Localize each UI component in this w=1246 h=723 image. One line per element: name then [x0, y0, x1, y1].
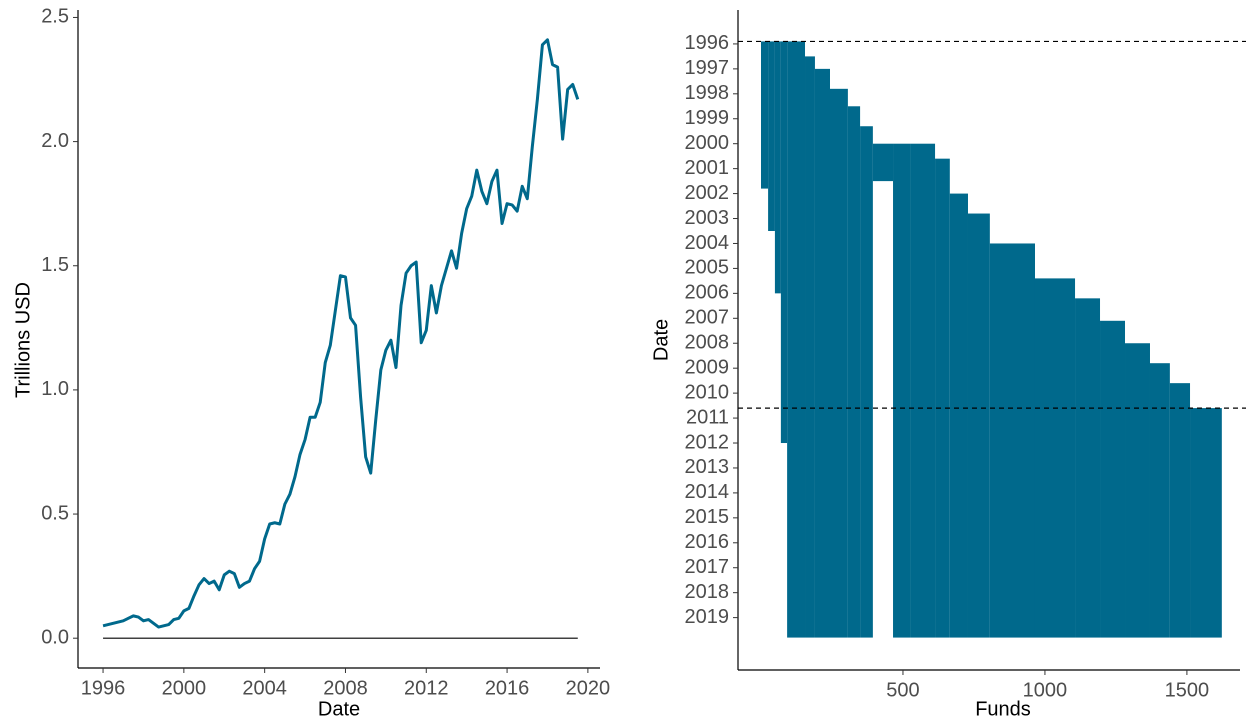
fund-coverage: [1190, 408, 1222, 638]
fund-coverage: [768, 41, 775, 231]
fund-coverage: [760, 41, 769, 189]
fund-coverage: [787, 41, 806, 638]
data-line: [102, 38, 580, 629]
x-tick-label: 2000: [162, 677, 207, 699]
y-tick-label: 2008: [685, 332, 730, 354]
y-tick-label: 2003: [685, 207, 730, 229]
fund-coverage: [774, 41, 781, 294]
y-tick-label: 0.0: [41, 626, 69, 648]
x-tick-label: 2016: [485, 677, 530, 699]
fund-coverage: [967, 213, 990, 638]
y-tick-label: 1.5: [41, 254, 69, 276]
y-tick-label: 2014: [685, 481, 730, 503]
x-tick-label: 1000: [1023, 679, 1068, 701]
y-tick-label: 2000: [685, 132, 730, 154]
y-axis-title: Date: [650, 319, 672, 361]
fund-coverage: [1149, 363, 1170, 638]
y-tick-label: 2015: [685, 506, 730, 528]
y-axis-title: Trillions USD: [12, 282, 34, 398]
y-tick-label: 2007: [685, 307, 730, 329]
fund-coverage: [829, 88, 848, 638]
y-tick-label: 2009: [685, 356, 730, 378]
y-tick-label: 1997: [685, 57, 730, 79]
x-tick-label: 2020: [566, 677, 611, 699]
y-tick-label: 2019: [685, 606, 730, 628]
y-tick-label: 2.0: [41, 130, 69, 152]
x-tick-label: 2004: [242, 677, 287, 699]
y-tick-label: 2.5: [41, 6, 69, 28]
fund-coverage: [1034, 278, 1076, 638]
fund-coverage: [893, 143, 911, 638]
y-tick-label: 2002: [685, 182, 730, 204]
x-axis-title: Funds: [975, 698, 1031, 720]
y-tick-label: 2018: [685, 581, 730, 603]
fund-coverage: [872, 143, 894, 182]
fund-coverage: [805, 56, 815, 638]
y-tick-label: 2010: [685, 381, 730, 403]
fund-coverage: [780, 41, 788, 444]
x-axis-title: Date: [318, 698, 360, 720]
fund-coverage: [910, 143, 936, 638]
x-tick-label: 2008: [323, 677, 368, 699]
y-tick-label: 2005: [685, 257, 730, 279]
y-tick-label: 1998: [685, 82, 730, 104]
y-tick-label: 2012: [685, 431, 730, 453]
fund-coverage: [949, 193, 968, 638]
x-tick-label: 500: [886, 679, 919, 701]
fund-coverage: [860, 126, 873, 638]
fund-coverage: [1100, 320, 1126, 638]
fund-coverage: [989, 243, 1035, 638]
fund-coverage: [935, 158, 950, 638]
fund-coverage: [847, 106, 861, 638]
y-tick-label: 2011: [686, 406, 729, 428]
y-tick-label: 2013: [685, 456, 730, 478]
fund-coverage: [1075, 298, 1101, 638]
fund-coverage: [814, 68, 830, 638]
fund-coverage: [1125, 343, 1150, 638]
y-tick-label: 2004: [685, 232, 730, 254]
y-tick-label: 1999: [685, 107, 730, 129]
y-tick-label: 2017: [685, 556, 730, 578]
y-tick-label: 0.5: [41, 502, 69, 524]
x-tick-label: 1996: [81, 677, 126, 699]
x-tick-label: 2012: [404, 677, 449, 699]
y-tick-label: 1996: [685, 32, 730, 54]
y-tick-label: 1.0: [41, 378, 69, 400]
x-tick-label: 1500: [1165, 679, 1210, 701]
fund-coverage: [1169, 383, 1191, 638]
y-tick-label: 2001: [685, 157, 730, 179]
y-tick-label: 2006: [685, 282, 730, 304]
y-tick-label: 2016: [685, 531, 730, 553]
